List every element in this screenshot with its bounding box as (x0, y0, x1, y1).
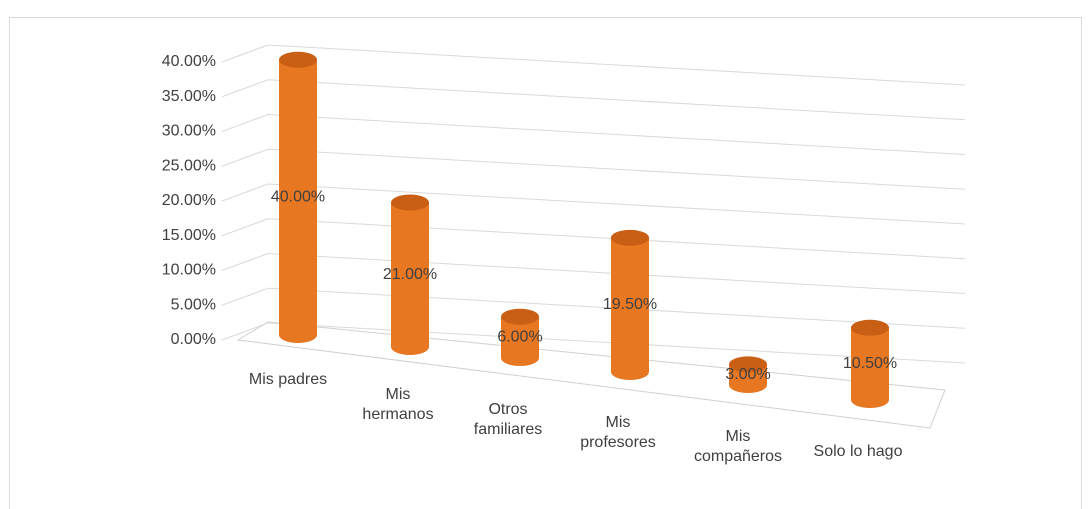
cylinder (729, 356, 767, 393)
grid-line (221, 218, 966, 260)
grid-line (221, 44, 966, 86)
data-label: 19.50% (603, 296, 657, 313)
cylinder-body (729, 364, 767, 393)
grid-line (221, 113, 966, 155)
cylinder-top (611, 229, 649, 246)
y-tick-label: 5.00% (171, 296, 216, 313)
y-tick-label: 35.00% (162, 88, 216, 105)
cylinder-body (611, 237, 649, 380)
cylinder-top (501, 308, 539, 325)
data-label: 6.00% (497, 329, 542, 346)
x-tick-label: Mis compañeros (693, 428, 783, 465)
cylinder-top (391, 194, 429, 211)
data-label: 21.00% (383, 266, 437, 283)
x-tick-label: Mis padres (248, 371, 328, 388)
cylinder (279, 51, 317, 343)
y-tick-label: 0.00% (171, 331, 216, 348)
floor (236, 321, 946, 429)
chart-border (9, 17, 1082, 509)
grid-line (221, 79, 966, 121)
cylinder-top (279, 51, 317, 68)
cylinder (611, 229, 649, 380)
y-tick-label: 25.00% (162, 157, 216, 174)
data-label: 3.00% (725, 366, 770, 383)
data-label: 40.00% (271, 189, 325, 206)
cylinder-body (851, 327, 889, 408)
cylinder (851, 319, 889, 408)
x-tick-label: Solo lo hago (813, 443, 903, 460)
grid-line (221, 252, 966, 294)
y-tick-label: 40.00% (162, 53, 216, 70)
y-tick-label: 15.00% (162, 227, 216, 244)
x-tick-label: Mis hermanos (362, 386, 434, 423)
grid-line (221, 183, 966, 225)
x-tick-label: Mis profesores (580, 414, 656, 451)
grid-line (221, 322, 966, 364)
y-tick-label: 20.00% (162, 192, 216, 209)
y-tick-label: 30.00% (162, 123, 216, 140)
cylinder-body (501, 316, 539, 366)
y-tick-label: 10.00% (162, 262, 216, 279)
cylinder (391, 194, 429, 355)
data-label: 10.50% (843, 355, 897, 372)
x-tick-label: Otros familiares (473, 401, 543, 438)
cylinder-body (279, 59, 317, 343)
grid-line (221, 148, 966, 190)
cylinder-top (729, 356, 767, 373)
cylinder-top (851, 319, 889, 336)
grid-line (221, 287, 966, 329)
cylinder (501, 308, 539, 366)
cylinder-body (391, 202, 429, 355)
